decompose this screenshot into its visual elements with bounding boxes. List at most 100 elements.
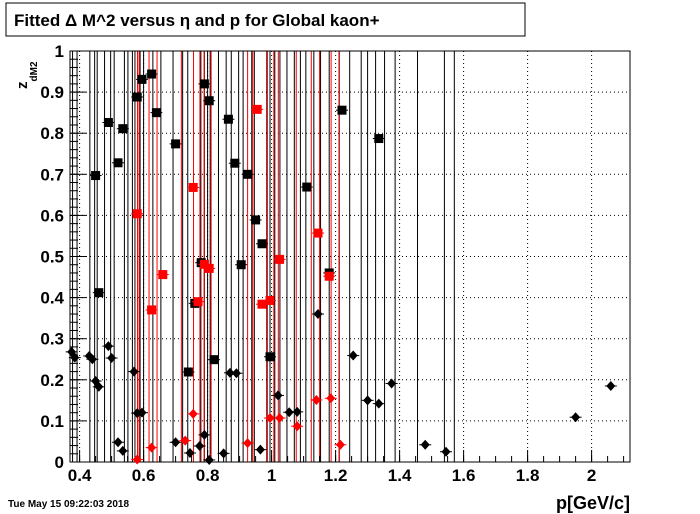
point-square-0-26 xyxy=(374,134,384,144)
point-square-0-19 xyxy=(243,169,253,179)
y-tick-label-0: 0 xyxy=(55,453,64,472)
point-diamond-2-31 xyxy=(441,446,451,457)
y-tick-label-2: 0.2 xyxy=(40,371,64,390)
y-tick-label-4: 0.4 xyxy=(40,289,64,308)
point-diamond-2-28 xyxy=(374,398,384,409)
x-tick-label-7: 1.8 xyxy=(516,466,540,485)
point-diamond-2-3 xyxy=(87,354,97,365)
point-diamond-2-6 xyxy=(103,341,113,352)
point-square-0-23 xyxy=(302,182,312,192)
point-square-1-11 xyxy=(313,228,323,238)
point-diamond-3-2 xyxy=(180,435,190,446)
y-tick-label-3: 0.3 xyxy=(40,330,64,349)
point-diamond-2-5 xyxy=(94,381,104,392)
point-square-1-7 xyxy=(252,104,262,114)
point-square-0-14 xyxy=(204,96,214,106)
point-diamond-2-13 xyxy=(171,437,181,448)
x-tick-label-6: 1.6 xyxy=(452,466,476,485)
y-axis-label: zdM2 xyxy=(14,61,40,89)
title-box xyxy=(5,2,526,37)
x-tick-label-8: 2 xyxy=(587,466,596,485)
point-square-0-22 xyxy=(265,352,275,362)
point-diamond-2-7 xyxy=(107,353,117,364)
point-square-0-25 xyxy=(337,105,347,115)
point-diamond-3-3 xyxy=(188,408,198,419)
point-diamond-2-17 xyxy=(204,454,214,465)
x-tick-label-2: 0.8 xyxy=(196,466,220,485)
point-diamond-2-26 xyxy=(348,350,358,361)
point-square-1-10 xyxy=(275,254,285,264)
point-diamond-2-1 xyxy=(70,352,80,363)
y-tick-label-8: 0.8 xyxy=(40,124,64,143)
point-square-0-9 xyxy=(171,139,181,149)
point-diamond-2-23 xyxy=(284,407,294,418)
point-square-0-13 xyxy=(199,79,209,89)
y-tick-label-6: 0.6 xyxy=(40,206,64,225)
y-tick-label-1: 0.1 xyxy=(40,412,64,431)
plot-area: 0.4 0.6 0.8 1 1.2 1.4 1.6 1.8 2 0 0.1 0.2 0.3 0.4 0.5 0… xyxy=(40,42,631,485)
point-square-0-5 xyxy=(132,92,142,102)
point-square-1-8 xyxy=(257,299,267,309)
y-tick-label-10: 1 xyxy=(55,42,64,61)
point-diamond-2-27 xyxy=(363,395,373,406)
point-square-1-1 xyxy=(147,305,157,315)
y-tick-label-9: 0.9 xyxy=(40,83,64,102)
point-square-0-18 xyxy=(236,260,246,270)
x-tick-label-4: 1.2 xyxy=(324,466,348,485)
point-diamond-3-4 xyxy=(243,438,253,449)
point-diamond-2-14 xyxy=(185,447,195,458)
point-diamond-3-7 xyxy=(292,421,302,432)
point-square-0-4 xyxy=(118,124,128,134)
point-diamond-2-19 xyxy=(225,367,235,378)
point-diamond-2-12 xyxy=(137,407,147,418)
point-square-0-2 xyxy=(103,118,113,128)
point-diamond-2-15 xyxy=(195,440,205,451)
point-square-1-4 xyxy=(193,297,203,307)
point-square-0-16 xyxy=(223,114,233,124)
point-square-1-12 xyxy=(324,271,334,281)
point-square-0-1 xyxy=(94,288,104,298)
y-tick-label-5: 0.5 xyxy=(40,248,64,267)
point-diamond-2-33 xyxy=(606,380,616,391)
point-square-0-7 xyxy=(147,69,157,79)
x-tick-label-0: 0.4 xyxy=(68,466,92,485)
point-square-0-3 xyxy=(113,158,123,168)
y-axis-label-sub: dM2 xyxy=(29,61,40,81)
point-diamond-3-6 xyxy=(275,413,285,424)
point-square-0-10 xyxy=(183,367,193,377)
point-diamond-2-30 xyxy=(420,439,430,450)
x-tick-label-1: 0.6 xyxy=(132,466,156,485)
point-diamond-2-20 xyxy=(231,368,241,379)
point-diamond-2-10 xyxy=(129,366,139,377)
point-diamond-2-16 xyxy=(199,429,209,440)
point-square-0-8 xyxy=(151,108,161,118)
point-diamond-2-8 xyxy=(113,437,123,448)
point-square-0-6 xyxy=(137,74,147,84)
point-square-1-9 xyxy=(265,295,275,305)
point-square-0-15 xyxy=(209,355,219,365)
point-diamond-2-24 xyxy=(292,406,302,417)
x-axis-label: p[GeV/c] xyxy=(556,493,630,513)
point-diamond-3-10 xyxy=(335,439,345,450)
point-diamond-3-1 xyxy=(147,442,157,453)
point-square-1-3 xyxy=(188,182,198,192)
point-diamond-2-22 xyxy=(273,390,283,401)
point-square-1-5 xyxy=(199,259,209,269)
x-tick-label-5: 1.4 xyxy=(388,466,412,485)
point-diamond-2-18 xyxy=(219,448,229,459)
point-square-0-0 xyxy=(91,171,101,181)
x-tick-label-3: 1 xyxy=(267,466,276,485)
chart-title: Fitted Δ M^2 versus η and p for Global k… xyxy=(14,11,380,30)
point-diamond-3-0 xyxy=(132,454,142,465)
point-diamond-3-5 xyxy=(265,413,275,424)
point-square-1-2 xyxy=(158,270,168,280)
point-square-0-21 xyxy=(257,239,267,249)
point-square-1-6 xyxy=(204,263,214,273)
point-diamond-3-8 xyxy=(311,394,321,405)
point-square-1-0 xyxy=(132,209,142,219)
point-diamond-2-9 xyxy=(118,445,128,456)
point-diamond-2-25 xyxy=(313,309,323,320)
point-diamond-2-29 xyxy=(387,378,397,389)
y-tick-label-7: 0.7 xyxy=(40,165,64,184)
